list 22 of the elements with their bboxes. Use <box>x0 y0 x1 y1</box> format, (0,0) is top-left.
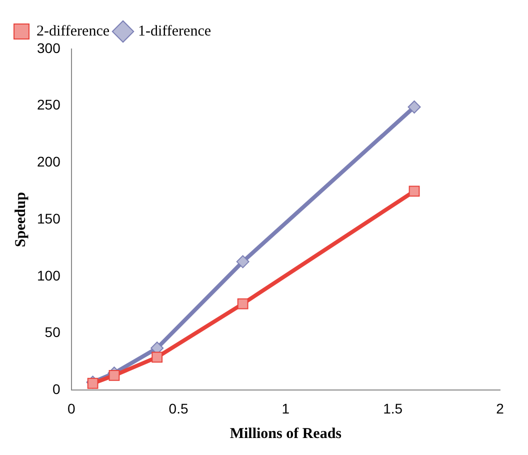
point <box>237 298 248 310</box>
x-tick-label: 1.5 <box>383 400 403 416</box>
y-tick-label: 250 <box>37 96 61 113</box>
y-tick-label: 200 <box>37 154 61 170</box>
x-tick-label: 1 <box>282 400 290 416</box>
point <box>152 352 163 363</box>
legend-label: 2-difference <box>36 23 110 40</box>
y-tick-label: 100 <box>37 267 61 284</box>
x-tick-label: 2 <box>496 400 504 416</box>
point <box>408 100 421 114</box>
point <box>108 370 120 381</box>
x-tick-label: 0 <box>67 400 76 416</box>
y-axis-title: Speedup <box>12 192 29 248</box>
point <box>408 186 420 197</box>
y-tick-label: 0 <box>52 381 61 398</box>
y-tick-label: 50 <box>44 324 61 340</box>
y-tick-label: 150 <box>37 210 61 226</box>
legend-label: 1-difference <box>138 23 212 40</box>
x-axis-title: Millions of Reads <box>230 426 342 442</box>
point <box>236 255 250 268</box>
x-tick-label: 0.5 <box>168 400 188 416</box>
y-tick-label: 300 <box>37 40 61 56</box>
